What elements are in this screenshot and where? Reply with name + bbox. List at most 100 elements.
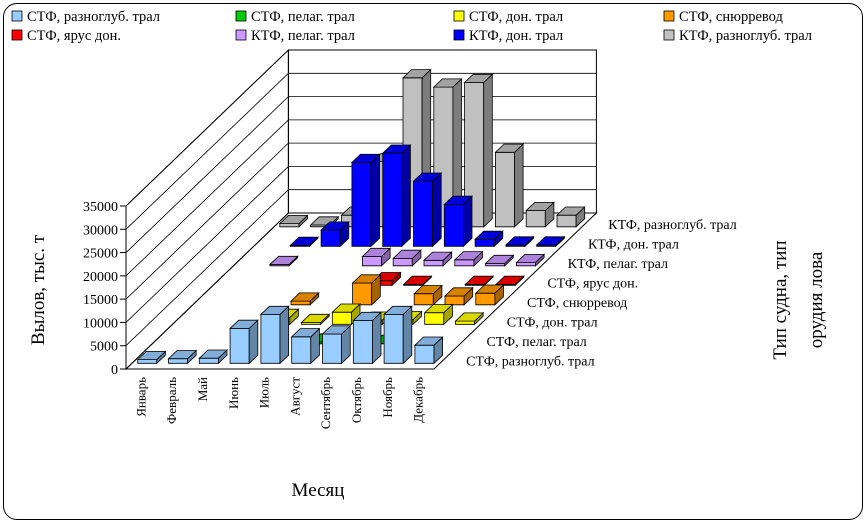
bar	[474, 230, 504, 248]
legend-item: СТФ, снюрревод	[663, 9, 783, 25]
y-tick-label: 20000	[83, 270, 118, 285]
legend-label: КТФ, пелаг. трал	[251, 28, 355, 44]
bar	[535, 235, 566, 248]
z-tick-label: СТФ, разноглуб. трал	[466, 354, 594, 369]
x-tick-label: Июль	[257, 377, 272, 408]
z-tick-label: КТФ, разноглуб. трал	[608, 218, 736, 233]
z-tick-label: СТФ, ярус дон.	[547, 276, 638, 291]
legend-label: КТФ, дон. трал	[469, 28, 563, 44]
bar	[268, 255, 299, 267]
gridline	[125, 189, 597, 346]
legend-item: СТФ, дон. трал	[453, 9, 563, 25]
bar	[350, 153, 381, 248]
bar	[453, 250, 484, 267]
bar	[556, 206, 586, 228]
bar	[352, 311, 382, 365]
z-tick-label: СТФ, снюрревод	[527, 296, 627, 311]
bar	[136, 350, 167, 365]
bar	[289, 236, 319, 248]
gridline	[125, 142, 597, 300]
y-tick-label: 5000	[90, 340, 118, 355]
bar	[351, 273, 382, 306]
legend-item: СТФ, ярус дон.	[11, 28, 121, 44]
legend-item: КТФ, разноглуб. трал	[663, 28, 812, 44]
gridline	[125, 119, 597, 277]
bar	[331, 303, 361, 326]
legend-swatch	[235, 29, 247, 41]
chart-walls	[124, 48, 598, 371]
legend-item: СТФ, разноглуб. трал	[11, 9, 160, 25]
x-tick-label: Февраль	[164, 377, 179, 424]
y-tick-label: 30000	[83, 223, 118, 238]
legend-item: СТФ, пелаг. трал	[235, 9, 355, 25]
x-tick-label: Январь	[133, 377, 148, 417]
x-tick-label: Май	[195, 377, 210, 401]
z-axis: СТФ, разноглуб. трал СТФ, пелаг. трал СТФ,…	[466, 218, 737, 370]
bar	[515, 253, 546, 267]
y-tick-label: 0	[111, 363, 118, 378]
svg-text:орудия лова: орудия лова	[806, 251, 827, 348]
legend: СТФ, разноглуб. трал СТФ, пелаг. трал СТФ,…	[11, 9, 812, 44]
bar	[290, 327, 321, 365]
gridline	[125, 49, 597, 207]
legend-swatch	[663, 10, 675, 22]
y-axis-title: Вылов, тыс. т	[28, 234, 49, 345]
x-axis-title: Месяц	[292, 480, 345, 501]
bar	[484, 254, 515, 267]
y-axis: 0 5000 10000 15000 20000 25000 30000 35000	[83, 200, 126, 378]
legend-swatch	[11, 29, 23, 41]
gridline	[125, 72, 597, 230]
z-axis-title: Тип судна, тип орудия лова	[770, 240, 827, 359]
gridline	[125, 96, 597, 253]
bar	[229, 319, 259, 365]
bar	[474, 284, 505, 306]
bar	[361, 247, 392, 267]
gridline	[125, 165, 597, 323]
legend-swatch	[11, 10, 23, 22]
y-tick-label: 15000	[83, 293, 118, 308]
chart-bars	[136, 68, 586, 365]
legend-swatch	[235, 10, 247, 22]
legend-swatch	[453, 10, 465, 22]
x-tick-label: Декабрь	[411, 377, 426, 423]
bar	[463, 73, 494, 228]
bar	[300, 313, 331, 326]
bar	[320, 220, 350, 248]
legend-swatch	[453, 29, 465, 41]
bar	[454, 311, 485, 326]
z-tick-label: СТФ, пелаг. трал	[486, 335, 586, 350]
bar	[392, 249, 422, 267]
x-axis: Январь Февраль Май Июнь Июль Август Сентябрь Ок…	[133, 377, 425, 429]
bar	[321, 324, 352, 365]
y-tick-label: 10000	[83, 316, 118, 331]
legend-label: СТФ, снюрревод	[679, 9, 783, 25]
svg-text:Тип судна, тип: Тип судна, тип	[770, 240, 791, 359]
bar	[290, 291, 320, 306]
bar	[278, 214, 309, 228]
bar	[423, 251, 453, 267]
y-tick-label: 25000	[83, 247, 118, 262]
z-tick-label: КТФ, дон. трал	[588, 237, 679, 252]
bar	[413, 336, 444, 365]
bar	[504, 235, 535, 248]
bar	[383, 305, 413, 365]
z-tick-label: СТФ, дон. трал	[507, 315, 598, 330]
bar	[525, 201, 555, 228]
x-tick-label: Июнь	[226, 377, 241, 409]
x-tick-label: Сентябрь	[318, 377, 333, 429]
legend-swatch	[663, 29, 675, 41]
bar	[423, 303, 454, 326]
bar	[495, 275, 525, 287]
x-tick-label: Август	[287, 377, 302, 416]
bar	[167, 349, 198, 365]
legend-label: КТФ, разноглуб. трал	[679, 28, 812, 44]
bar	[443, 195, 473, 248]
legend-item: КТФ, дон. трал	[453, 28, 563, 44]
bar	[198, 349, 228, 365]
legend-item: КТФ, пелаг. трал	[235, 28, 355, 44]
legend-label: СТФ, пелаг. трал	[251, 9, 355, 25]
bar	[381, 144, 412, 248]
legend-label: СТФ, разноглуб. трал	[27, 9, 160, 25]
x-tick-label: Октябрь	[349, 377, 364, 423]
